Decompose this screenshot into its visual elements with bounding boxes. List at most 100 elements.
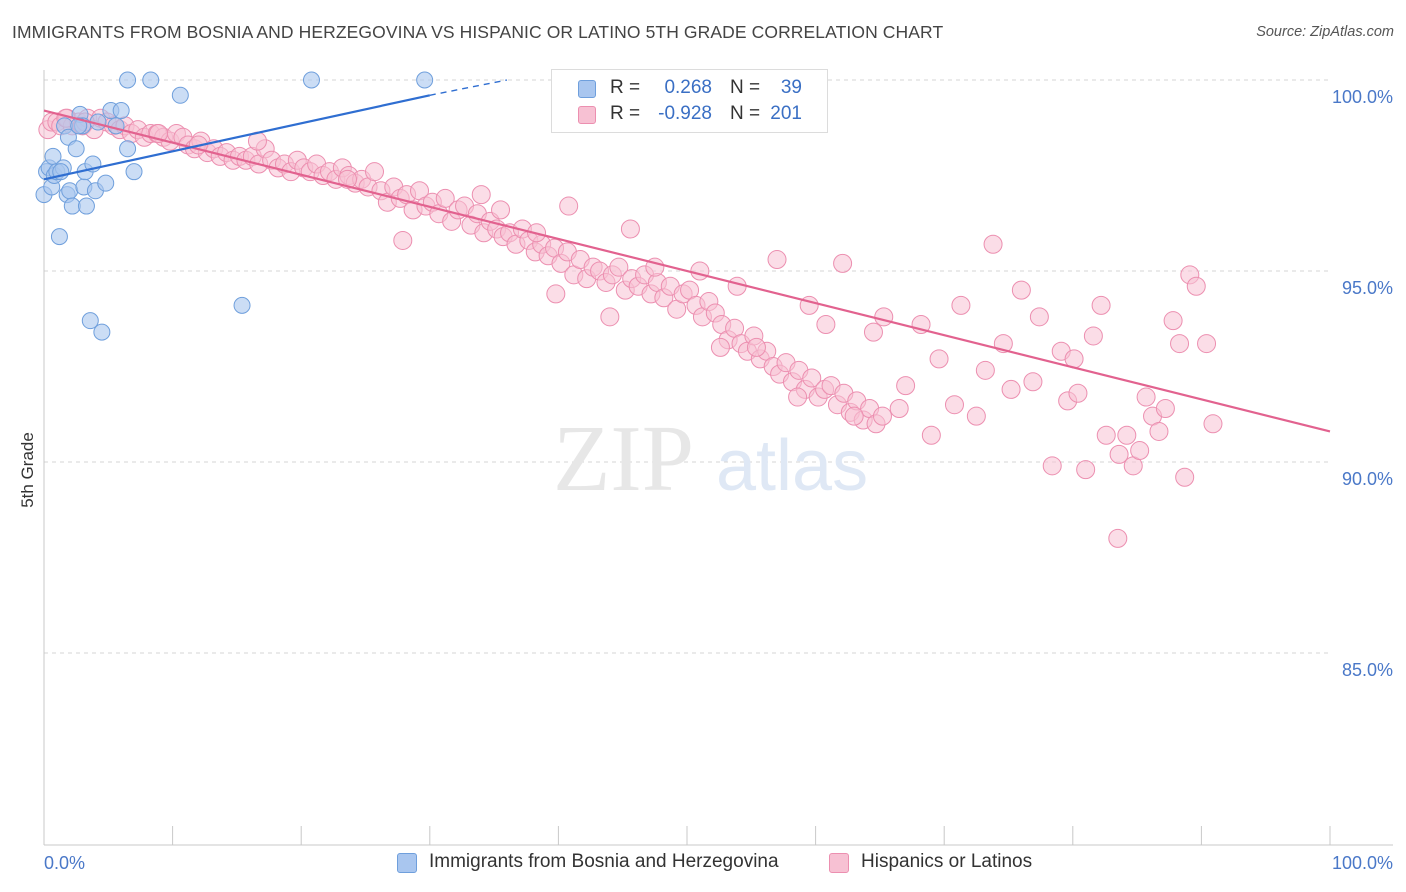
data-point-hispanic [983,234,1003,254]
legend-swatch-blue [578,80,596,98]
bottom-legend-swatch-pink [829,853,849,873]
data-point-hispanic [1011,280,1031,300]
legend-n-label: N = [730,103,761,124]
data-point-hispanic [966,406,986,426]
data-point-hispanic [896,376,916,396]
bottom-legend-label: Immigrants from Bosnia and Herzegovina [429,851,779,872]
data-point-hispanic [546,284,566,304]
watermark-zip: ZIP [553,407,694,511]
data-point-hispanic [491,200,511,220]
data-point-hispanic [1108,528,1128,548]
trend-line-bosnia [43,94,431,181]
data-point-bosnia [302,71,320,89]
bottom-legend-label: Hispanics or Latinos [861,851,1033,872]
data-point-bosnia [63,197,81,215]
data-point-hispanic [874,307,894,327]
data-point-hispanic [1117,425,1137,445]
legend-r-value: -0.928 [658,103,712,124]
tick-labels: 100.0% 95.0% 90.0% 85.0% 0.0% 100.0% [44,87,1393,873]
data-point-hispanic [833,253,853,273]
data-point-hispanic [767,250,787,270]
data-point-bosnia [70,117,88,135]
data-point-bosnia [61,182,79,200]
data-point-hispanic [1083,326,1103,346]
data-point-hispanic [337,169,357,189]
data-point-hispanic [1170,334,1190,354]
data-point-hispanic [710,337,730,357]
data-point-bosnia [77,197,95,215]
data-point-bosnia [233,296,251,314]
legend-row-hispanic: R = -0.928 N = 201 [552,102,827,128]
data-point-hispanic [844,406,864,426]
legend-r-label: R = [610,103,641,124]
data-point-hispanic [559,196,579,216]
data-point-hispanic [435,188,455,208]
legend-swatch-pink [578,106,596,124]
data-point-hispanic [1109,444,1129,464]
watermark: ZIP atlas [553,407,868,511]
data-point-hispanic [600,307,620,327]
data-point-bosnia [112,102,130,120]
source-credit: Source: ZipAtlas.com [1256,24,1394,40]
legend-n-label: N = [730,77,761,98]
chart-title: IMMIGRANTS FROM BOSNIA AND HERZEGOVINA V… [12,22,944,42]
data-point-hispanic [951,295,971,315]
data-point-hispanic [944,395,964,415]
data-point-hispanic [609,257,629,277]
y-tick-label: 90.0% [1342,469,1393,489]
y-tick-label: 100.0% [1332,87,1393,107]
data-point-hispanic [1163,311,1183,331]
data-point-hispanic [1091,295,1111,315]
data-point-hispanic [863,322,883,342]
bottom-legend-swatch-blue [397,853,417,873]
x-tick-label: 100.0% [1332,853,1393,873]
data-point-hispanic [1149,421,1169,441]
data-point-hispanic [816,314,836,334]
data-point-hispanic [1130,441,1150,461]
data-point-hispanic [690,261,710,281]
data-point-hispanic [921,425,941,445]
data-point-bosnia [97,174,115,192]
y-tick-label: 95.0% [1342,278,1393,298]
data-point-hispanic [975,360,995,380]
watermark-atlas: atlas [716,426,868,506]
y-axis-label: 5th Grade [18,432,37,508]
data-point-hispanic [1076,460,1096,480]
data-point-bosnia [125,163,143,181]
data-point-bosnia [93,323,111,341]
data-point-hispanic [1197,334,1217,354]
data-point-bosnia [142,71,160,89]
data-point-hispanic [1023,372,1043,392]
data-point-hispanic [1136,387,1156,407]
legend-n-value: 201 [770,103,802,124]
data-point-hispanic [1029,307,1049,327]
trend-lines [43,79,1331,433]
data-point-hispanic [1175,467,1195,487]
data-point-bosnia [81,312,99,330]
legend-r-value: 0.268 [664,77,712,98]
data-point-hispanic [929,349,949,369]
data-point-hispanic [872,406,892,426]
data-point-bosnia [67,140,85,158]
data-point-bosnia [119,140,137,158]
data-point-bosnia [107,117,125,135]
data-point-hispanic [1203,414,1223,434]
data-point-hispanic [620,219,640,239]
data-point-bosnia [119,71,137,89]
data-point-hispanic [1068,383,1088,403]
data-point-hispanic [1042,456,1062,476]
data-point-bosnia [171,86,189,104]
data-point-hispanic [1186,276,1206,296]
data-point-hispanic [471,185,491,205]
data-point-bosnia [50,228,68,246]
y-tick-label: 85.0% [1342,660,1393,680]
data-point-hispanic [1001,379,1021,399]
x-tick-label: 0.0% [44,853,85,873]
series-hispanics-points [38,108,1223,548]
data-point-hispanic [365,162,385,182]
data-point-hispanic [889,399,909,419]
data-point-hispanic [788,387,808,407]
data-point-hispanic [1155,399,1175,419]
legend-r-label: R = [610,77,641,98]
